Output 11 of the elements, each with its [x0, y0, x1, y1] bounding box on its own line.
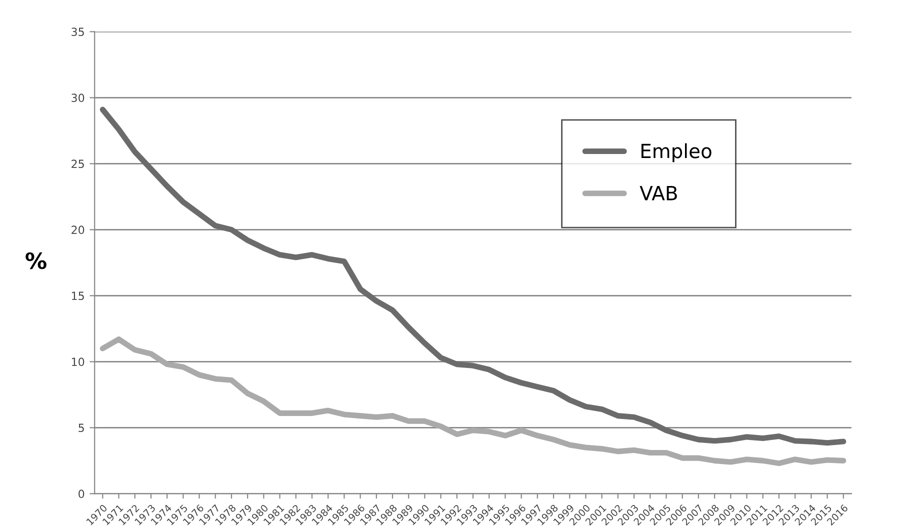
y-tick-label: 5 — [78, 424, 84, 432]
y-tick-label: 30 — [72, 94, 84, 102]
y-tick-label: 20 — [72, 226, 84, 234]
y-tick-label: 35 — [72, 28, 84, 36]
legend-label: Empleo — [642, 143, 712, 162]
y-tick-label: 15 — [72, 292, 84, 300]
legend-label: VAB — [640, 186, 677, 200]
y-axis-title: % — [26, 252, 46, 270]
y-tick-label: 0 — [78, 490, 84, 498]
y-tick-label: 10 — [72, 358, 84, 366]
y-tick-label: 25 — [72, 160, 84, 168]
